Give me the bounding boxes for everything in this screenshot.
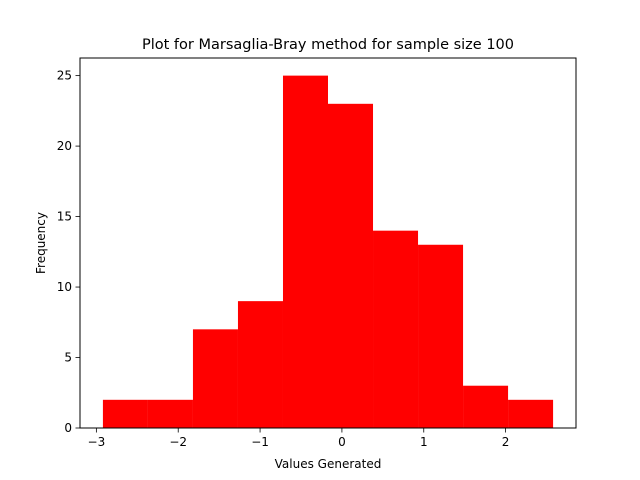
histogram-bar: [282, 75, 328, 428]
histogram-bar: [508, 399, 554, 428]
x-tick-label: −3: [88, 435, 106, 449]
y-tick-label: 5: [64, 351, 72, 365]
y-tick-label: 25: [57, 69, 72, 83]
histogram-bar: [373, 230, 419, 428]
bars-group: [102, 75, 554, 429]
x-tick-label: 2: [502, 435, 510, 449]
y-tick-label: 10: [57, 280, 72, 294]
histogram-bar: [102, 399, 148, 428]
plot-frame: [79, 57, 577, 429]
x-tick-label: 1: [420, 435, 428, 449]
x-tick-label: −2: [169, 435, 187, 449]
y-tick-label: 0: [64, 421, 72, 435]
x-tick-label: 0: [338, 435, 346, 449]
y-tick-label: 15: [57, 210, 72, 224]
y-axis-ticks: 0 5 10 15 20 25: [57, 69, 80, 435]
histogram-bar: [328, 103, 374, 429]
x-axis-ticks: −3 −2 −1 0 1 2: [88, 428, 510, 449]
histogram-bar: [192, 329, 238, 428]
x-tick-label: −1: [251, 435, 269, 449]
y-axis-label: Frequency: [34, 212, 48, 274]
histogram-bar: [237, 301, 283, 428]
chart-title: Plot for Marsaglia-Bray method for sampl…: [142, 37, 514, 53]
x-axis-label: Values Generated: [275, 457, 382, 471]
histogram-bar: [147, 399, 193, 428]
y-tick-label: 20: [57, 139, 72, 153]
histogram-bar: [418, 244, 464, 428]
histogram-bar: [463, 385, 509, 428]
